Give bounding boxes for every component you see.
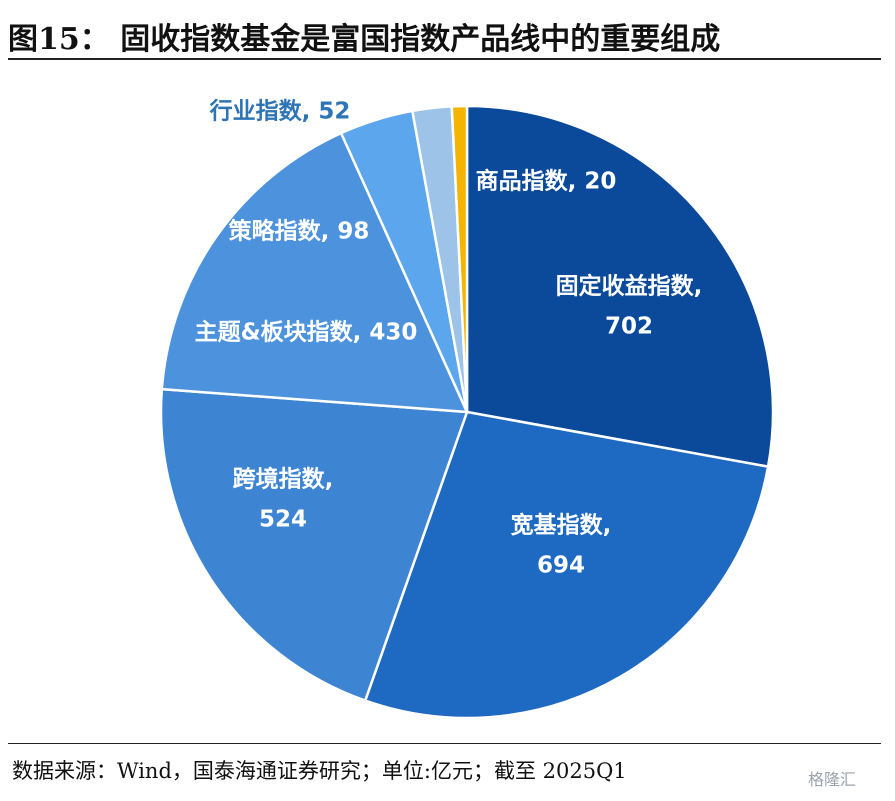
slice-label-5-line-0: 行业指数, 52	[209, 98, 351, 125]
pie-slices	[159, 104, 775, 720]
pie-labels: 固定收益指数, 702 宽基指数, 694 跨境指数, 524 主题&板块指数, 430 策略…	[195, 98, 703, 579]
slice-label-2-line-0: 跨境指数,	[233, 466, 334, 493]
slice-label-6-line-0: 商品指数, 20	[476, 168, 617, 195]
slice-label-1-line-1: 694	[537, 553, 585, 579]
slice-label-0-line-0: 固定收益指数,	[556, 273, 703, 300]
slice-label-0-line-1: 702	[605, 314, 653, 340]
slice-label-3-line-0: 主题&板块指数, 430	[195, 320, 418, 346]
pie-slice-0	[465, 104, 775, 468]
slice-label-4-line-0: 策略指数, 98	[229, 218, 370, 245]
title-rule	[8, 58, 881, 60]
pie-slice-6	[450, 104, 469, 414]
slice-label-1-line-0: 宽基指数,	[511, 512, 612, 539]
chart-title: 图15： 固收指数基金是富国指数产品线中的重要组成	[8, 22, 721, 57]
slice-label-2-line-1: 524	[259, 507, 307, 533]
watermark-logo: 格隆汇	[808, 770, 857, 789]
source-note: 数据来源：Wind，国泰海通证券研究；单位:亿元；截至 2025Q1	[12, 759, 627, 783]
pie-slice-1	[363, 410, 770, 720]
pie-slice-2	[159, 387, 469, 702]
pie-slice-3	[160, 131, 469, 414]
source-rule	[8, 743, 881, 744]
